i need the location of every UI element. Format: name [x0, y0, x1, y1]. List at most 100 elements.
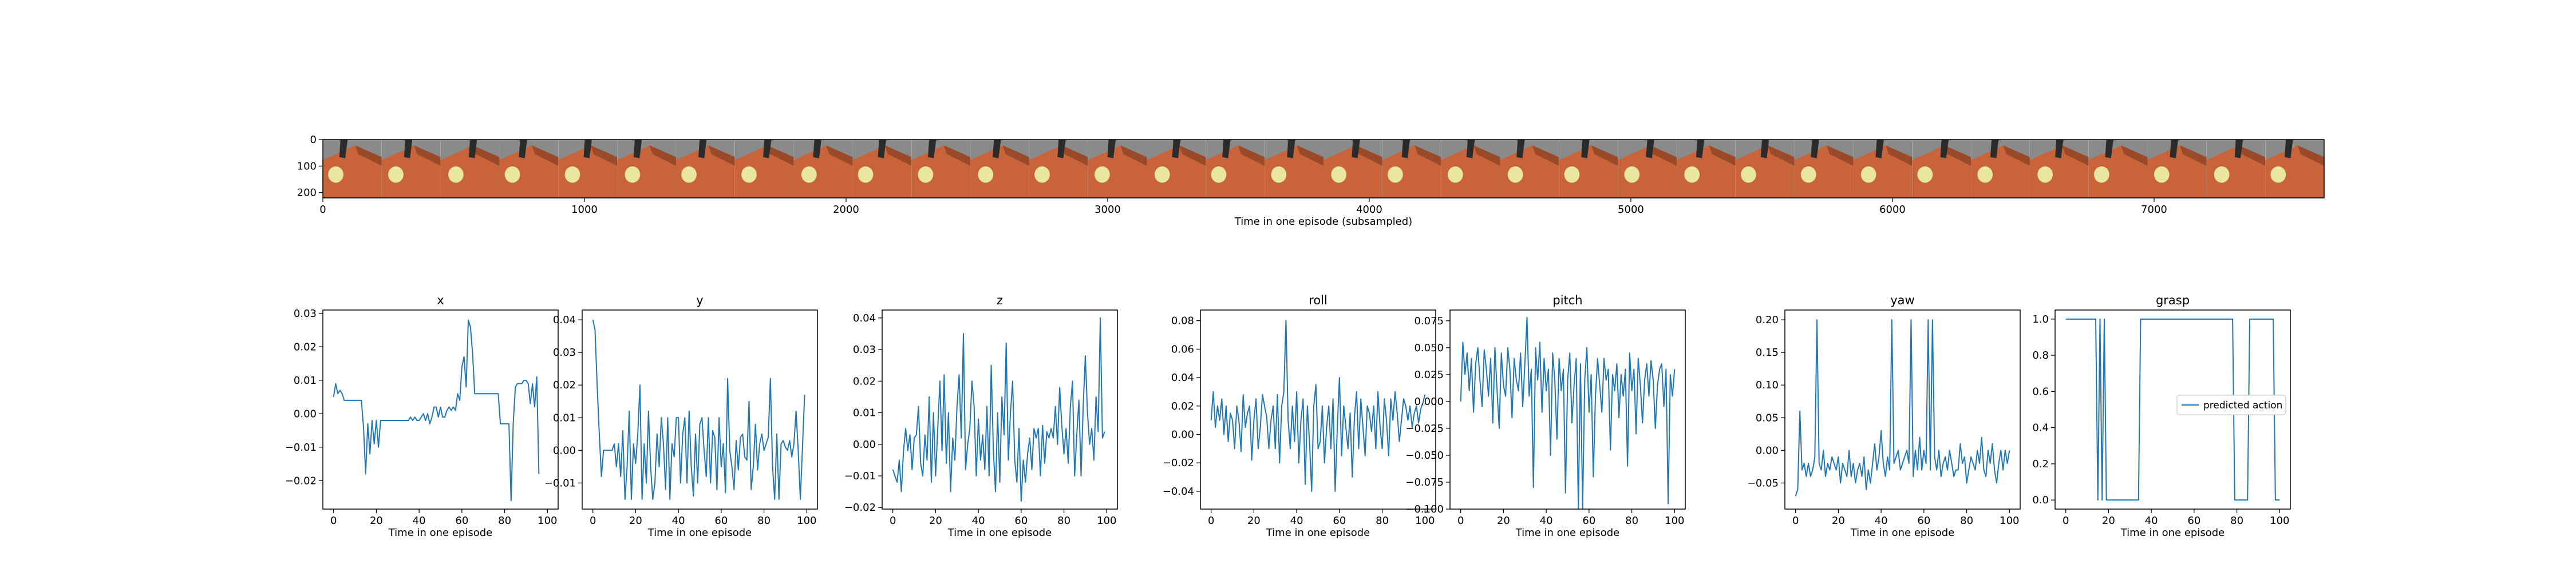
chart-title: pitch — [1552, 293, 1582, 307]
y-tick-label: 0.03 — [553, 347, 576, 359]
frame-table-edge — [1002, 145, 1029, 166]
frame-object — [2037, 166, 2053, 183]
filmstrip-frame — [1971, 140, 2030, 198]
chart-x: x 0 20 40 60 80 100 Time in one episode −0.02 −0.… — [285, 293, 559, 539]
x-tick-label: 60 — [2187, 515, 2200, 527]
y-tick-label: 0.01 — [553, 412, 576, 424]
filmstrip-y-tick-label: 0 — [310, 134, 317, 146]
y-tick-label: −0.025 — [1405, 423, 1444, 435]
y-tick-label: 0.050 — [1414, 342, 1444, 354]
frame-table-edge — [532, 145, 559, 166]
y-tick-label: −0.02 — [1163, 457, 1194, 469]
frame-table-edge — [2121, 145, 2148, 166]
frame-table-edge — [590, 145, 618, 166]
chart-title: x — [437, 293, 444, 307]
x-tick-label: 80 — [757, 515, 771, 527]
frame-object — [801, 166, 817, 183]
frame-object — [2093, 166, 2109, 183]
frame-table-edge — [2297, 145, 2324, 166]
y-tick-label: 0.00 — [853, 439, 876, 451]
filmstrip-x-tick-label: 2000 — [833, 204, 859, 216]
filmstrip-x-tick-label: 6000 — [1879, 204, 1906, 216]
filmstrip-x-tick-label: 0 — [319, 204, 326, 216]
x-tick-label: 40 — [1875, 515, 1888, 527]
filmstrip-axes-border — [322, 139, 2325, 198]
frame-gripper — [1940, 140, 1949, 158]
filmstrip-frame — [2147, 140, 2207, 198]
frame-gripper — [469, 140, 477, 158]
y-tick-label: 0.2 — [2032, 458, 2049, 470]
filmstrip-frame — [1500, 140, 1559, 198]
filmstrip-frame — [911, 140, 971, 198]
axes-border — [1200, 309, 1436, 510]
frame-gripper — [1516, 140, 1525, 158]
frame-gripper — [1287, 140, 1295, 158]
filmstrip-x-tick-label: 1000 — [571, 204, 598, 216]
y-tick-label: 0.01 — [294, 375, 317, 387]
x-tick-label: 80 — [1057, 515, 1070, 527]
filmstrip-x-ticks: 0 1000 2000 3000 4000 5000 6000 7000 — [319, 198, 2167, 216]
chart-title: grasp — [2156, 293, 2190, 307]
frame-gripper — [2170, 140, 2178, 158]
frame-table-edge — [414, 145, 441, 166]
frame-table — [793, 145, 853, 198]
filmstrip-y-tick-label: 100 — [297, 160, 317, 172]
frame-object — [388, 166, 404, 183]
frame-gripper — [339, 140, 348, 158]
legend-box — [2176, 395, 2286, 415]
frame-table-edge — [884, 145, 912, 166]
frame-table-edge — [1473, 145, 1500, 166]
axes-border — [1449, 309, 1686, 510]
filmstrip-frame — [675, 140, 735, 198]
axes-border — [882, 309, 1118, 510]
filmstrip-x-tick-label: 7000 — [2141, 204, 2167, 216]
y-tick-label: −0.02 — [285, 475, 317, 487]
x-tick-label: 0 — [2063, 515, 2069, 527]
filmstrip-frame — [1323, 140, 1382, 198]
frame-table-edge — [1179, 145, 1206, 166]
y-tick-label: 0.8 — [2032, 349, 2049, 362]
frame-table — [2147, 145, 2207, 198]
frame-table-edge — [1709, 145, 1736, 166]
frame-table-edge — [1532, 145, 1559, 166]
frame-gripper — [1990, 140, 1999, 158]
frame-gripper — [1352, 140, 1360, 158]
frame-table-edge — [1885, 145, 1913, 166]
x-tick-label: 80 — [1376, 515, 1389, 527]
y-tick-label: −0.02 — [844, 502, 876, 514]
y-tick-label: 0.03 — [294, 308, 317, 320]
x-tick-label: 80 — [498, 515, 511, 527]
filmstrip-frame — [1735, 140, 1795, 198]
frame-gripper — [763, 140, 772, 158]
filmstrip-frame — [381, 140, 441, 198]
x-axis-label: Time in one episode — [1850, 527, 1955, 539]
axes-border — [582, 309, 818, 510]
frame-table-edge — [1120, 145, 1147, 166]
filmstrip-frame — [1853, 140, 1913, 198]
y-tick-label: 0.02 — [853, 375, 876, 387]
x-tick-label: 100 — [1415, 515, 1435, 527]
chart-z: z 0 20 40 60 80 100 Time in one episode −0.02 −0.… — [844, 293, 1118, 539]
frame-gripper — [928, 140, 937, 158]
filmstrip-frame — [1912, 140, 1971, 198]
frame-object — [1331, 166, 1347, 183]
frame-table-edge — [1591, 145, 1618, 166]
frame-table — [1147, 145, 1206, 198]
filmstrip-frame — [1206, 140, 1265, 198]
x-tick-label: 80 — [2230, 515, 2243, 527]
axes-border — [2055, 309, 2291, 510]
frame-object — [1800, 166, 1816, 183]
chart-title: y — [696, 293, 703, 307]
y-tick-label: 0.05 — [1756, 412, 1779, 424]
chart-title: z — [997, 293, 1003, 307]
x-tick-label: 20 — [629, 515, 642, 527]
frame-gripper — [1107, 140, 1116, 158]
frame-gripper — [1172, 140, 1181, 158]
x-tick-label: 0 — [1457, 515, 1464, 527]
x-tick-label: 100 — [1097, 515, 1116, 527]
frame-table-edge — [473, 145, 500, 166]
filmstrip-frame — [1441, 140, 1500, 198]
frame-gripper — [1466, 140, 1475, 158]
y-tick-label: 0.6 — [2032, 386, 2049, 398]
